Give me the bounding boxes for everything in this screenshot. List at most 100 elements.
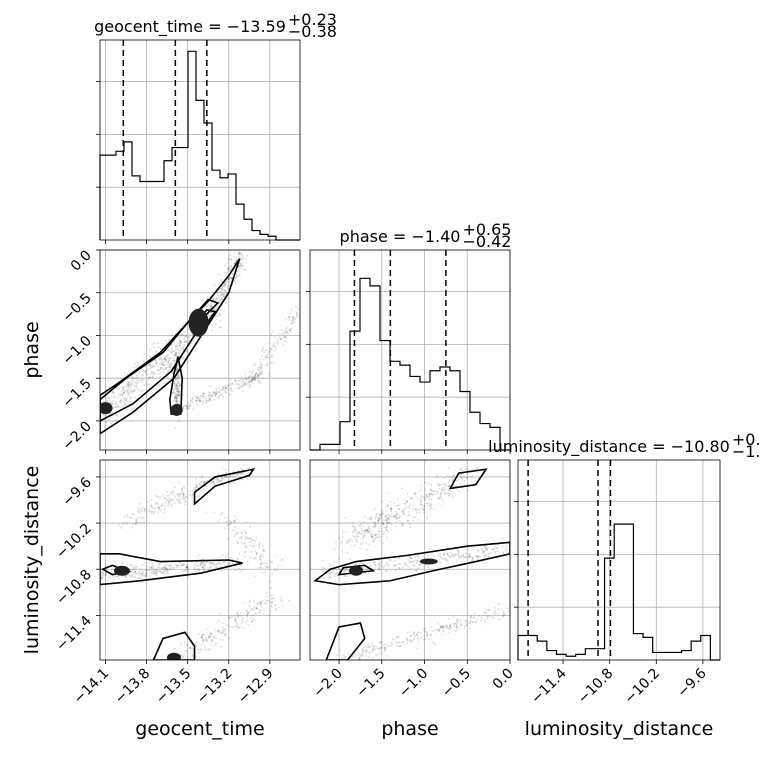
sample-point bbox=[416, 636, 419, 639]
sample-point bbox=[156, 342, 159, 345]
sample-point bbox=[403, 562, 406, 565]
sample-point bbox=[145, 568, 148, 571]
sample-point bbox=[199, 400, 202, 403]
sample-point bbox=[449, 628, 452, 631]
sample-point bbox=[126, 522, 129, 525]
sample-point bbox=[175, 401, 178, 404]
sample-point bbox=[249, 537, 252, 540]
sample-point bbox=[413, 635, 416, 638]
sample-point bbox=[368, 530, 371, 533]
sample-point bbox=[491, 540, 494, 543]
sample-point bbox=[354, 535, 357, 538]
sample-point bbox=[215, 389, 218, 392]
sample-point bbox=[257, 376, 260, 379]
sample-point bbox=[136, 516, 139, 519]
sample-point bbox=[430, 483, 433, 486]
sample-point bbox=[112, 406, 115, 409]
sample-point bbox=[439, 626, 442, 629]
sample-point bbox=[166, 500, 169, 503]
sample-point bbox=[377, 520, 380, 523]
sample-point bbox=[164, 356, 167, 359]
sample-point bbox=[228, 280, 231, 283]
sample-point bbox=[227, 384, 230, 387]
sample-point bbox=[226, 537, 229, 540]
sample-point bbox=[207, 399, 210, 402]
sample-point bbox=[234, 618, 237, 621]
sample-point bbox=[491, 616, 494, 619]
panel-frame-2-0 bbox=[99, 459, 301, 661]
sample-point bbox=[196, 495, 199, 498]
sample-point bbox=[128, 573, 131, 576]
sample-point bbox=[253, 549, 256, 552]
sample-point bbox=[219, 389, 222, 392]
sample-point bbox=[434, 632, 437, 635]
sample-point bbox=[145, 381, 148, 384]
sample-point bbox=[125, 386, 128, 389]
sample-point bbox=[375, 514, 378, 517]
sample-point bbox=[150, 512, 153, 515]
sample-point bbox=[378, 562, 381, 565]
sample-point bbox=[430, 633, 433, 636]
sample-point bbox=[157, 566, 160, 569]
sample-point bbox=[212, 635, 215, 638]
sample-point bbox=[141, 569, 144, 572]
sample-point bbox=[385, 526, 388, 529]
tick-label-y-luminosity_distance: −9.6 bbox=[59, 474, 94, 509]
sample-point bbox=[195, 486, 198, 489]
sample-point bbox=[167, 365, 170, 368]
sample-point bbox=[382, 522, 385, 525]
sample-point bbox=[183, 497, 186, 500]
sample-point bbox=[229, 474, 232, 477]
sample-point bbox=[239, 263, 242, 266]
sample-point bbox=[144, 575, 147, 578]
sample-point bbox=[177, 373, 180, 376]
sample-point bbox=[145, 569, 148, 572]
sample-point bbox=[430, 493, 433, 496]
sample-point bbox=[214, 392, 217, 395]
sample-point bbox=[244, 381, 247, 384]
sample-point bbox=[385, 518, 388, 521]
sample-point bbox=[465, 622, 468, 625]
sample-point bbox=[274, 347, 277, 350]
sample-point bbox=[183, 343, 186, 346]
sample-point bbox=[222, 309, 225, 312]
sample-point bbox=[169, 564, 172, 567]
sample-point bbox=[199, 562, 202, 565]
sample-point bbox=[129, 575, 132, 578]
sample-point bbox=[447, 631, 450, 634]
sample-point bbox=[135, 384, 138, 387]
sample-point bbox=[186, 568, 189, 571]
sample-point bbox=[457, 621, 460, 624]
sample-point bbox=[322, 570, 325, 573]
sample-point bbox=[461, 561, 464, 564]
sample-point bbox=[127, 392, 130, 395]
sample-point bbox=[471, 556, 474, 559]
sample-point bbox=[255, 612, 258, 615]
sample-point bbox=[152, 372, 155, 375]
sample-point bbox=[457, 551, 460, 554]
sample-point bbox=[129, 381, 132, 384]
sample-point bbox=[270, 605, 273, 608]
sample-point bbox=[133, 385, 136, 388]
sample-point bbox=[291, 322, 294, 325]
sample-point bbox=[161, 370, 164, 373]
sample-point bbox=[210, 305, 213, 308]
sample-point bbox=[230, 258, 233, 261]
sample-point bbox=[134, 572, 137, 575]
sample-point bbox=[344, 516, 347, 519]
sample-point bbox=[485, 615, 488, 618]
sample-point bbox=[210, 395, 213, 398]
sample-point bbox=[445, 626, 448, 629]
sample-point bbox=[409, 503, 412, 506]
sample-point bbox=[227, 516, 230, 519]
sample-point bbox=[155, 502, 158, 505]
sample-point bbox=[110, 401, 113, 404]
sample-point bbox=[412, 563, 415, 566]
sample-point bbox=[260, 609, 263, 612]
sample-point bbox=[234, 619, 237, 622]
sample-point bbox=[193, 487, 196, 490]
sample-point bbox=[132, 512, 135, 515]
sample-point bbox=[176, 368, 179, 371]
sample-point bbox=[358, 657, 361, 660]
sample-point bbox=[111, 403, 114, 406]
